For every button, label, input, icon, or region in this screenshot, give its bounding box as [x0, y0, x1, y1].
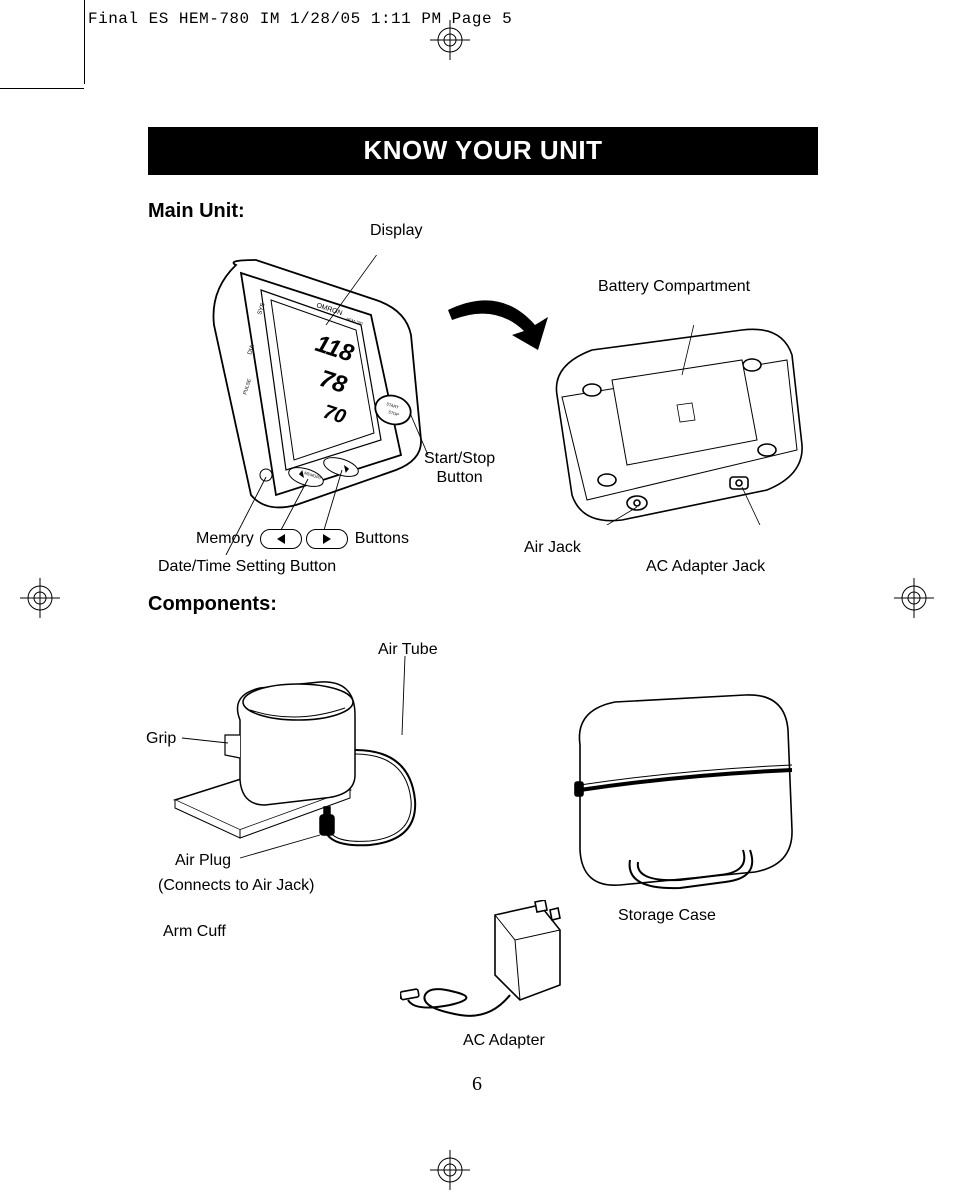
registration-mark-bottom: [430, 1150, 470, 1190]
label-grip: Grip: [146, 729, 176, 748]
page-number: 6: [0, 1073, 954, 1096]
label-arm-cuff: Arm Cuff: [163, 922, 226, 941]
main-unit-front-illustration: OMRON HEM-780 SYS DIA PULSE START STOP M…: [196, 255, 446, 520]
label-air-tube: Air Tube: [378, 640, 438, 659]
label-ac-adapter-jack: AC Adapter Jack: [646, 557, 765, 576]
label-display: Display: [370, 221, 422, 240]
label-air-plug: Air Plug: [175, 851, 231, 870]
registration-mark-left: [20, 578, 60, 618]
main-unit-back-illustration: [532, 325, 812, 525]
memory-left-icon: [260, 529, 302, 549]
page-title-banner: KNOW YOUR UNIT: [148, 127, 818, 175]
registration-mark-top: [430, 20, 470, 60]
crop-line: [0, 88, 84, 89]
memory-right-icon: [306, 529, 348, 549]
label-air-jack: Air Jack: [524, 538, 581, 557]
label-line: Button: [436, 469, 482, 486]
crop-line: [84, 0, 85, 84]
registration-mark-right: [894, 578, 934, 618]
label-start-stop: Start/Stop Button: [424, 449, 495, 487]
label-memory-post: Buttons: [355, 530, 409, 547]
ac-adapter-illustration: [400, 900, 580, 1030]
label-memory-buttons: Memory Buttons: [196, 529, 409, 549]
label-ac-adapter: AC Adapter: [463, 1031, 545, 1050]
storage-case-illustration: [560, 690, 800, 900]
label-battery-compartment: Battery Compartment: [598, 277, 750, 296]
label-date-time: Date/Time Setting Button: [158, 557, 336, 576]
label-line: Start/Stop: [424, 450, 495, 467]
section-components: Components:: [148, 593, 277, 616]
label-storage-case: Storage Case: [618, 906, 716, 925]
section-main-unit: Main Unit:: [148, 200, 245, 223]
label-memory-pre: Memory: [196, 530, 254, 547]
label-air-plug-note: (Connects to Air Jack): [158, 876, 315, 895]
arm-cuff-illustration: [170, 680, 450, 880]
